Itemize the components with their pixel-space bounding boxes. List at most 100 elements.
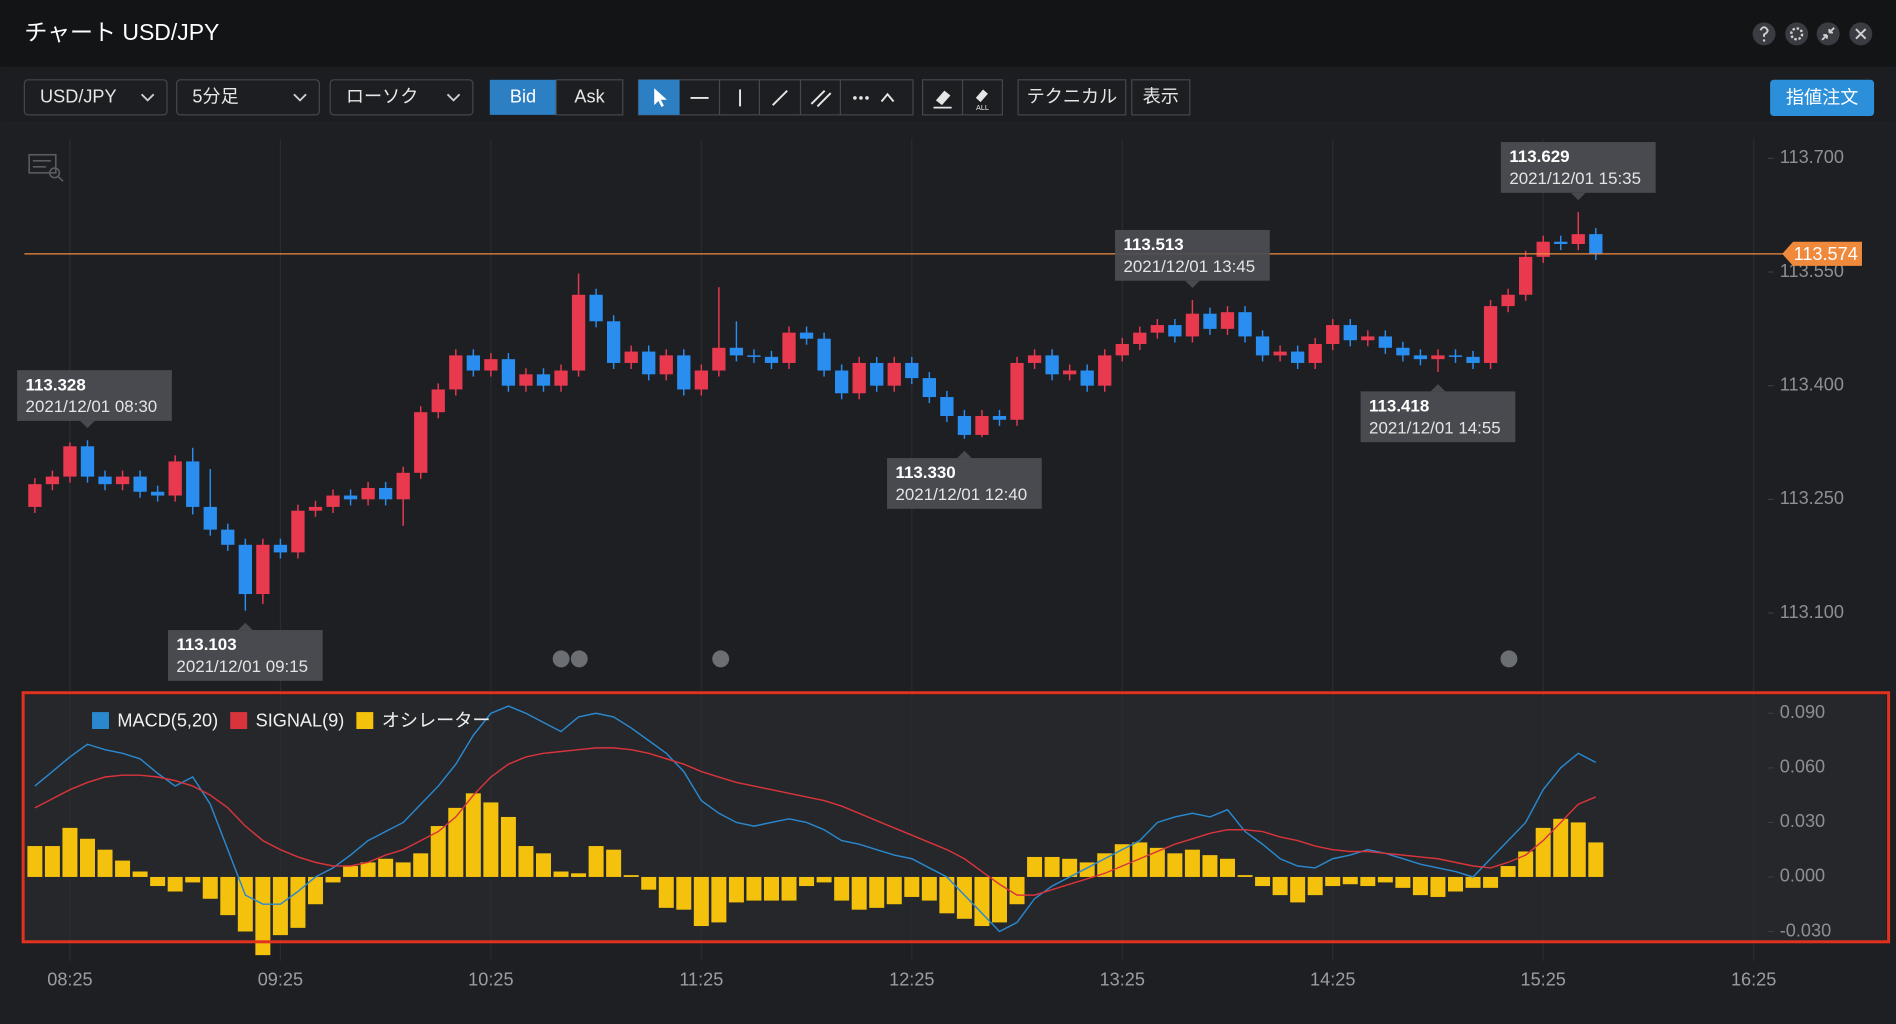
candle-body bbox=[747, 355, 761, 357]
dropdown-chevron bbox=[446, 93, 461, 102]
candle-body bbox=[484, 359, 498, 371]
oscillator-bar bbox=[44, 846, 60, 877]
oscillator-bar bbox=[500, 816, 516, 877]
oscillator-bar bbox=[185, 876, 201, 883]
y-tick-label: 113.250 bbox=[1780, 488, 1844, 508]
oscillator-bar bbox=[290, 876, 306, 928]
candle-body bbox=[449, 355, 463, 390]
candle-body bbox=[1150, 325, 1164, 333]
candle-body bbox=[1133, 332, 1147, 345]
annotation-datetime: 2021/12/01 14:55 bbox=[1369, 418, 1501, 437]
data-list-icon[interactable] bbox=[28, 153, 64, 182]
eraser-all-icon[interactable] bbox=[975, 89, 988, 103]
candle-body bbox=[1273, 351, 1287, 356]
candle-body bbox=[1308, 344, 1322, 363]
candle-body bbox=[1010, 362, 1024, 420]
ask-button[interactable] bbox=[555, 79, 624, 116]
oscillator-bar bbox=[571, 873, 587, 877]
oscillator-bar bbox=[202, 876, 218, 899]
oscillator-bar bbox=[1395, 876, 1411, 888]
x-tick-label: 11:25 bbox=[679, 969, 723, 989]
candle-body bbox=[870, 362, 884, 386]
bid-button[interactable] bbox=[489, 79, 557, 115]
oscillator-bar bbox=[869, 876, 885, 908]
annotation-pointer bbox=[1571, 192, 1586, 201]
candle-body bbox=[1466, 356, 1480, 363]
more-dots bbox=[853, 96, 869, 100]
candle-body bbox=[1536, 241, 1550, 257]
annotation-price: 113.629 bbox=[1509, 147, 1569, 166]
oscillator-bar bbox=[1290, 876, 1306, 903]
oscillator-bar bbox=[465, 793, 481, 877]
candle-body bbox=[1255, 336, 1270, 356]
settings-button[interactable] bbox=[1785, 22, 1809, 46]
annotation-pointer bbox=[1185, 280, 1200, 288]
tool-icons[interactable] bbox=[690, 89, 895, 108]
trendline-tool[interactable] bbox=[772, 89, 788, 106]
oscillator-bar bbox=[1535, 827, 1551, 877]
oscillator-bar bbox=[693, 876, 709, 927]
candle-body bbox=[1501, 294, 1515, 307]
window-controls[interactable] bbox=[1752, 22, 1873, 46]
oscillator-bar bbox=[676, 876, 692, 910]
more-tools[interactable] bbox=[880, 92, 895, 103]
oscillator-bar bbox=[886, 876, 902, 905]
candle-body bbox=[957, 415, 972, 435]
annotation-price: 113.328 bbox=[26, 375, 86, 394]
legend-swatch bbox=[356, 712, 374, 730]
candle-body bbox=[536, 374, 551, 386]
title-bar bbox=[0, 0, 1896, 67]
event-markers[interactable] bbox=[552, 650, 1518, 668]
candle-body bbox=[1361, 336, 1375, 341]
x-tick-label: 09:25 bbox=[258, 969, 303, 989]
symbol-dropdown[interactable] bbox=[23, 79, 168, 116]
interval-dropdown[interactable] bbox=[176, 79, 320, 116]
candle-body bbox=[677, 355, 691, 390]
candle-body bbox=[238, 544, 252, 595]
channel-tool[interactable] bbox=[810, 89, 832, 108]
last-price-label: 113.574 bbox=[1794, 244, 1858, 264]
candle-body bbox=[624, 351, 638, 363]
candle-body bbox=[1378, 336, 1392, 348]
candle-body bbox=[519, 374, 533, 386]
chart-type-dropdown[interactable] bbox=[329, 79, 474, 116]
candle-body bbox=[1220, 312, 1235, 329]
oscillator-bar bbox=[711, 876, 727, 923]
toolbar: USD/JPY 5分足 ローソク Bid Ask bbox=[23, 79, 1875, 117]
oscillator-bar bbox=[1237, 875, 1253, 877]
oscillator-bar bbox=[167, 876, 183, 892]
oscillator-bar bbox=[921, 876, 937, 901]
candle-body bbox=[1045, 355, 1059, 375]
dropdown-chevron bbox=[293, 93, 307, 102]
oscillator-bar bbox=[956, 876, 972, 919]
annotation-datetime: 2021/12/01 15:35 bbox=[1509, 169, 1641, 188]
oscillator-bar bbox=[1377, 876, 1393, 883]
technical-button[interactable] bbox=[1017, 79, 1127, 116]
candle-body bbox=[799, 332, 814, 339]
indicator-panel bbox=[24, 695, 1887, 941]
oscillator-bar bbox=[430, 826, 446, 877]
annotation-box bbox=[1360, 391, 1516, 443]
candle-body bbox=[1483, 306, 1498, 363]
candle-body bbox=[712, 347, 726, 371]
candle-body bbox=[256, 544, 270, 595]
y-tick-label: 113.700 bbox=[1780, 147, 1844, 167]
candle-body bbox=[782, 332, 796, 363]
oscillator-bar bbox=[781, 876, 797, 901]
resize-button[interactable] bbox=[1816, 22, 1840, 46]
dropdown-chevron bbox=[140, 93, 155, 102]
limit-order-button[interactable] bbox=[1770, 79, 1875, 117]
oscillator-bar bbox=[1570, 822, 1586, 877]
candle-body bbox=[589, 294, 603, 322]
candle-body bbox=[992, 415, 1007, 420]
eraser-icon[interactable] bbox=[935, 90, 951, 106]
resize-icon bbox=[1821, 27, 1835, 41]
annotation-pointer bbox=[238, 622, 253, 631]
candle-body bbox=[922, 378, 936, 398]
marks-layer bbox=[24, 212, 1784, 956]
display-button[interactable] bbox=[1131, 79, 1191, 116]
technical-label: テクニカル bbox=[1027, 87, 1118, 107]
oscillator-bar bbox=[1518, 851, 1534, 877]
oscillator-bar bbox=[939, 876, 955, 914]
oscillator-bar bbox=[1044, 856, 1060, 877]
